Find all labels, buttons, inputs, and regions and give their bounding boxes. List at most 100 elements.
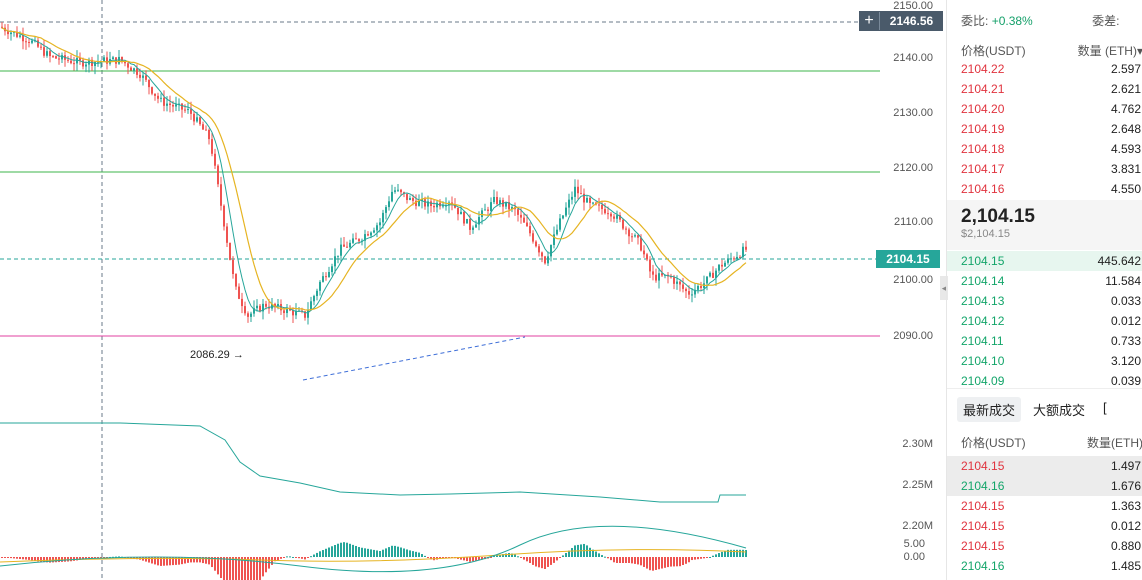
macd-bar (79, 557, 81, 560)
candle-body (349, 242, 351, 248)
volume-tick: 2.20M (902, 520, 933, 532)
orderbook-row[interactable]: 2104.15 445.642 (947, 251, 1142, 271)
macd-bar (229, 557, 231, 580)
candle-body (622, 219, 624, 229)
trade-row[interactable]: 2104.15 0.012 (947, 516, 1142, 536)
candle-body (520, 214, 522, 218)
macd-bar (463, 557, 465, 561)
row-qty: 1.497 (1110, 459, 1141, 473)
macd-bar (526, 557, 528, 562)
macd-bar (730, 549, 732, 557)
candle-body (76, 57, 78, 64)
mid-price-value: 2,104.15 (961, 206, 1035, 227)
price-tick: 2100.00 (893, 274, 933, 286)
macd-bar (160, 557, 162, 566)
candle-body (415, 200, 417, 206)
macd-bar (586, 545, 588, 557)
macd-bar (700, 557, 702, 559)
macd-bar (271, 557, 273, 565)
candle-body (133, 68, 135, 71)
col-qty-header[interactable]: 数量 (ETH)▾ (1077, 44, 1142, 58)
candle-body (148, 79, 150, 88)
orderbook-row[interactable]: 2104.12 0.012 (947, 311, 1142, 331)
kline-chart[interactable]: 2150.00 2140.00 2130.00 2120.00 2110.00 … (0, 0, 948, 580)
macd-bar (46, 557, 48, 563)
macd-bar (430, 557, 432, 560)
macd-bar (118, 556, 120, 558)
candle-body (157, 95, 159, 99)
macd-bar (166, 557, 168, 566)
tab-large-trades[interactable]: 大额成交 (1033, 403, 1086, 418)
macd-bar (16, 557, 18, 559)
row-price: 2104.15 (961, 459, 1005, 473)
macd-bar (28, 557, 30, 560)
plus-icon[interactable]: + (859, 12, 880, 30)
orderbook-row[interactable]: 2104.16 4.550 (947, 179, 1142, 199)
candle-body (583, 193, 585, 203)
macd-bar (520, 557, 522, 558)
candle-body (85, 64, 87, 67)
trade-row[interactable]: 2104.15 1.497 (947, 456, 1142, 476)
orderbook-row[interactable]: 2104.14 11.584 (947, 271, 1142, 291)
crosshair-price-value: 2146.56 (889, 14, 934, 28)
macd-bar (274, 557, 276, 562)
candle-body (628, 229, 630, 237)
orderbook-row[interactable]: 2104.21 2.621 (947, 79, 1142, 99)
candle-body (601, 204, 603, 210)
orderbook-row[interactable]: 2104.18 4.593 (947, 139, 1142, 159)
candle-body (436, 202, 438, 208)
macd-bar (517, 556, 519, 558)
candle-body (385, 207, 387, 213)
row-price: 2104.13 (961, 294, 1005, 308)
trade-row[interactable]: 2104.16 1.676 (947, 476, 1142, 496)
candle-body (121, 56, 123, 62)
macd-bar (568, 550, 570, 557)
candle-body (706, 276, 708, 284)
orderbook-row[interactable]: 2104.09 0.039 (947, 371, 1142, 391)
macd-bar (724, 550, 726, 557)
candle-body (691, 294, 693, 296)
macd-bar (73, 557, 75, 561)
orderbook-row[interactable]: 2104.17 3.831 (947, 159, 1142, 179)
row-price: 2104.14 (961, 274, 1005, 288)
candle-body (490, 202, 492, 211)
candle-body (565, 207, 567, 216)
chart-canvas[interactable] (0, 0, 945, 580)
candle-body (340, 244, 342, 256)
orderbook-row[interactable]: 2104.19 2.648 (947, 119, 1142, 139)
candle-body (682, 284, 684, 289)
trade-row[interactable]: 2104.15 0.880 (947, 536, 1142, 556)
macd-bar (721, 551, 723, 557)
tab-latest-trades[interactable]: 最新成交 (957, 397, 1022, 422)
candle-body (505, 202, 507, 207)
trade-row[interactable]: 2104.16 1.485 (947, 556, 1142, 576)
candle-body (493, 196, 495, 203)
orderbook-row[interactable]: 2104.11 0.733 (947, 331, 1142, 351)
candle-body (607, 213, 609, 215)
orderbook-row[interactable]: 2104.13 0.033 (947, 291, 1142, 311)
macd-bar (178, 557, 180, 565)
ma-fast-line (1, 27, 747, 314)
macd-bar (196, 557, 198, 563)
candle-body (304, 311, 306, 318)
candle-body (154, 93, 156, 96)
orderbook-row[interactable]: 2104.22 2.597 (947, 59, 1142, 79)
candle-body (382, 212, 384, 223)
candle-body (226, 226, 228, 243)
candle-body (331, 266, 333, 273)
candle-body (322, 276, 324, 282)
row-qty: 4.550 (1110, 182, 1141, 196)
expand-icon[interactable]: [ (1103, 400, 1107, 415)
macd-bar (322, 550, 324, 557)
orderbook-row[interactable]: 2104.10 3.120 (947, 351, 1142, 371)
candle-body (187, 109, 189, 111)
orderbook-row[interactable]: 2104.20 4.762 (947, 99, 1142, 119)
trade-row[interactable]: 2104.15 1.363 (947, 496, 1142, 516)
candle-body (250, 313, 252, 317)
macd-bar (244, 557, 246, 580)
collapse-arrow-icon[interactable]: ◂ (940, 276, 948, 300)
macd-bar (733, 549, 735, 557)
macd-bar (538, 557, 540, 568)
macd-bar (400, 547, 402, 557)
candle-body (604, 209, 606, 214)
